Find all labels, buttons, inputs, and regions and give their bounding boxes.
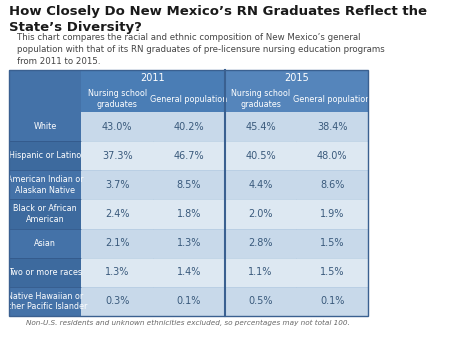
Text: 45.4%: 45.4%: [245, 122, 276, 131]
Text: 1.5%: 1.5%: [320, 238, 344, 248]
Bar: [225, 287, 296, 316]
Bar: [296, 86, 368, 112]
Text: 43.0%: 43.0%: [102, 122, 132, 131]
Text: How Closely Do New Mexico’s RN Graduates Reflect the
State’s Diversity?: How Closely Do New Mexico’s RN Graduates…: [9, 5, 427, 34]
Bar: [225, 112, 296, 141]
Bar: [153, 287, 225, 316]
Bar: [225, 70, 368, 86]
Text: 1.1%: 1.1%: [248, 267, 273, 277]
Text: White: White: [33, 122, 57, 131]
Text: Nursing school
graduates: Nursing school graduates: [88, 89, 147, 109]
Text: 2.4%: 2.4%: [105, 209, 130, 219]
Text: 40.2%: 40.2%: [174, 122, 204, 131]
Bar: [81, 112, 153, 141]
Text: 8.6%: 8.6%: [320, 180, 344, 190]
Text: 3.7%: 3.7%: [105, 180, 130, 190]
Bar: [296, 258, 368, 287]
Text: 2015: 2015: [284, 73, 309, 83]
Bar: [81, 199, 153, 228]
Bar: [153, 112, 225, 141]
Text: 40.5%: 40.5%: [245, 151, 276, 161]
Text: 46.7%: 46.7%: [174, 151, 204, 161]
Text: 2.8%: 2.8%: [248, 238, 273, 248]
Bar: [81, 258, 153, 287]
Text: Nursing school
graduates: Nursing school graduates: [231, 89, 290, 109]
Text: Non-U.S. residents and unknown ethnicities excluded, so percentages may not tota: Non-U.S. residents and unknown ethniciti…: [27, 320, 350, 326]
Text: 1.3%: 1.3%: [105, 267, 130, 277]
Text: 38.4%: 38.4%: [317, 122, 347, 131]
Bar: [153, 170, 225, 199]
Bar: [9, 112, 81, 141]
Bar: [9, 258, 81, 287]
Bar: [225, 199, 296, 228]
Bar: [81, 287, 153, 316]
Text: Asian: Asian: [34, 239, 56, 248]
Bar: [9, 170, 81, 199]
Bar: [81, 70, 225, 86]
Bar: [9, 70, 368, 316]
Text: 1.8%: 1.8%: [177, 209, 201, 219]
Bar: [9, 70, 368, 316]
Text: 1.5%: 1.5%: [320, 267, 344, 277]
Bar: [296, 228, 368, 258]
Text: 1.3%: 1.3%: [177, 238, 201, 248]
Bar: [81, 141, 153, 170]
Text: General population: General population: [150, 95, 227, 103]
Bar: [153, 228, 225, 258]
Text: 0.1%: 0.1%: [320, 296, 344, 307]
Text: 1.9%: 1.9%: [320, 209, 344, 219]
Text: Two or more races: Two or more races: [8, 268, 82, 277]
Bar: [9, 228, 81, 258]
Bar: [225, 170, 296, 199]
Text: General population: General population: [293, 95, 371, 103]
Text: 2.0%: 2.0%: [248, 209, 273, 219]
Text: Hispanic or Latino: Hispanic or Latino: [9, 151, 81, 160]
Text: 2011: 2011: [141, 73, 165, 83]
Text: 8.5%: 8.5%: [176, 180, 201, 190]
Text: Black or African
American: Black or African American: [13, 204, 77, 224]
Bar: [153, 86, 225, 112]
Bar: [153, 258, 225, 287]
Bar: [296, 287, 368, 316]
Text: 2.1%: 2.1%: [105, 238, 130, 248]
Bar: [81, 170, 153, 199]
Bar: [81, 86, 153, 112]
Text: 0.3%: 0.3%: [105, 296, 130, 307]
Bar: [153, 141, 225, 170]
Bar: [296, 170, 368, 199]
Text: 4.4%: 4.4%: [248, 180, 273, 190]
Text: This chart compares the racial and ethnic composition of New Mexico’s general
po: This chart compares the racial and ethni…: [17, 33, 385, 66]
Text: 48.0%: 48.0%: [317, 151, 347, 161]
Bar: [9, 287, 81, 316]
Text: American Indian or
Alaskan Native: American Indian or Alaskan Native: [7, 175, 83, 195]
Text: 37.3%: 37.3%: [102, 151, 132, 161]
Bar: [9, 141, 81, 170]
Text: 1.4%: 1.4%: [177, 267, 201, 277]
Bar: [81, 228, 153, 258]
Bar: [296, 199, 368, 228]
Bar: [225, 141, 296, 170]
Text: 0.1%: 0.1%: [177, 296, 201, 307]
Text: 0.5%: 0.5%: [248, 296, 273, 307]
Bar: [225, 86, 296, 112]
Bar: [153, 199, 225, 228]
Bar: [296, 141, 368, 170]
Bar: [225, 258, 296, 287]
Bar: [225, 228, 296, 258]
Bar: [296, 112, 368, 141]
Bar: [9, 199, 81, 228]
Text: Native Hawaiian or
other Pacific Islander: Native Hawaiian or other Pacific Islande…: [3, 292, 87, 311]
